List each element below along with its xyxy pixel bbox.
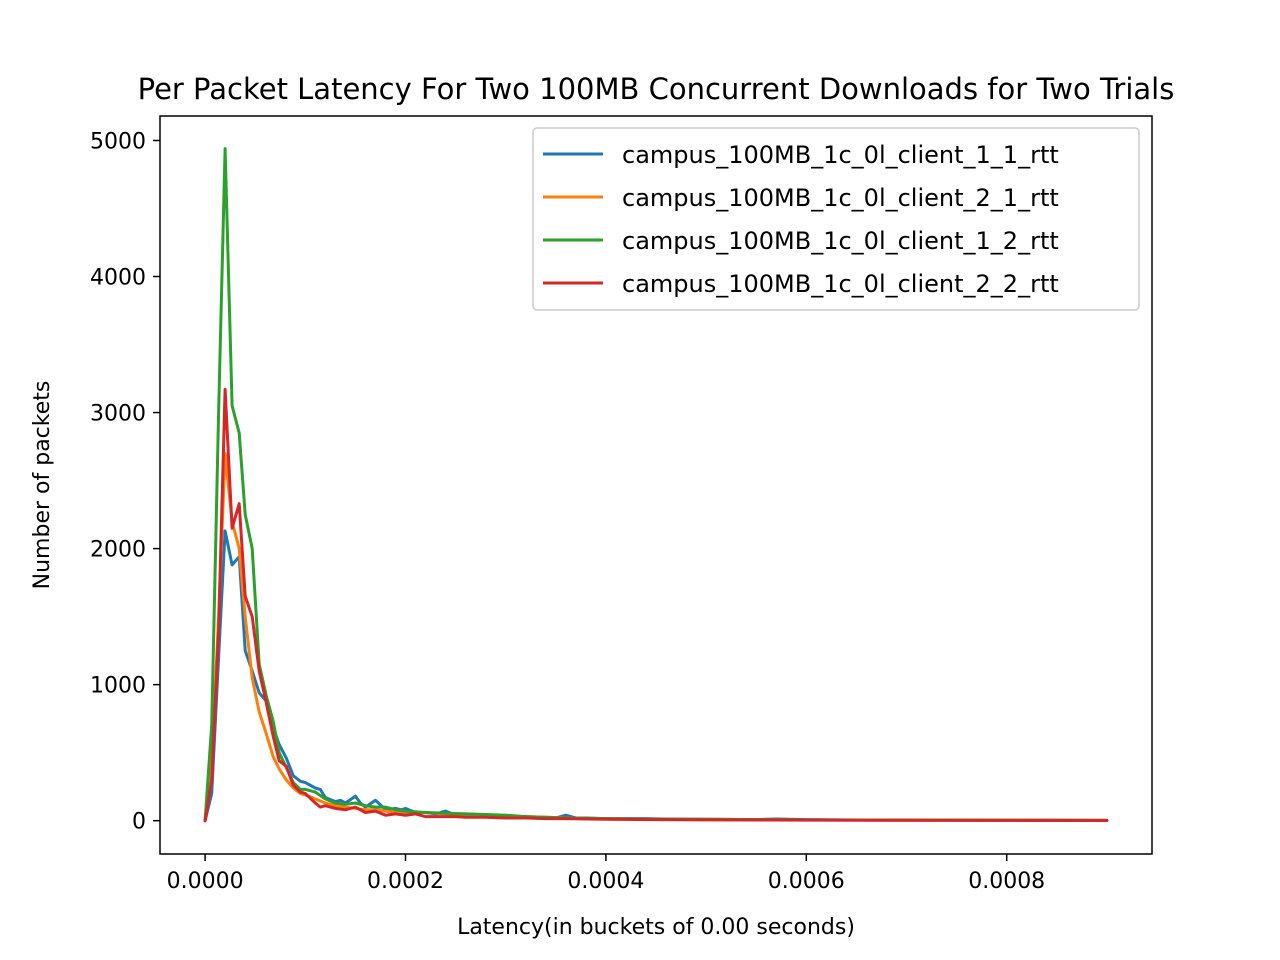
y-axis-ticks: 0 1000 2000 3000 4000 5000 bbox=[90, 129, 160, 835]
y-axis-label: Number of packets bbox=[30, 381, 55, 590]
series-line-2 bbox=[203, 451, 1109, 823]
legend-label: campus_100MB_1c_0l_client_1_2_rtt bbox=[622, 227, 1059, 255]
x-axis-label: Latency(in buckets of 0.00 seconds) bbox=[457, 915, 855, 940]
y-tick-label: 5000 bbox=[90, 129, 146, 154]
y-tick-label: 3000 bbox=[90, 402, 146, 427]
axes-frame bbox=[159, 115, 1153, 855]
x-tick-label: 0.0004 bbox=[567, 869, 644, 894]
legend: campus_100MB_1c_0l_client_1_1_rtt campus_… bbox=[532, 127, 1140, 311]
chart-title: Per Packet Latency For Two 100MB Concurr… bbox=[138, 72, 1175, 106]
series-line-1 bbox=[203, 529, 1109, 823]
plot-lines bbox=[203, 147, 1109, 823]
legend-box bbox=[532, 127, 1140, 311]
y-tick-label: 1000 bbox=[90, 674, 146, 699]
x-tick-label: 0.0000 bbox=[167, 869, 244, 894]
y-tick-label: 0 bbox=[132, 810, 146, 835]
legend-label: campus_100MB_1c_0l_client_2_1_rtt bbox=[622, 184, 1059, 212]
x-tick-label: 0.0002 bbox=[367, 869, 444, 894]
legend-label: campus_100MB_1c_0l_client_2_2_rtt bbox=[622, 270, 1059, 298]
legend-label: campus_100MB_1c_0l_client_1_1_rtt bbox=[622, 141, 1059, 169]
y-tick-label: 4000 bbox=[90, 266, 146, 291]
x-tick-label: 0.0008 bbox=[968, 869, 1045, 894]
y-tick-label: 2000 bbox=[90, 538, 146, 563]
x-axis-ticks: 0.0000 0.0002 0.0004 0.0006 0.0008 bbox=[167, 854, 1045, 894]
x-tick-label: 0.0006 bbox=[768, 869, 845, 894]
series-line-4 bbox=[203, 387, 1109, 823]
